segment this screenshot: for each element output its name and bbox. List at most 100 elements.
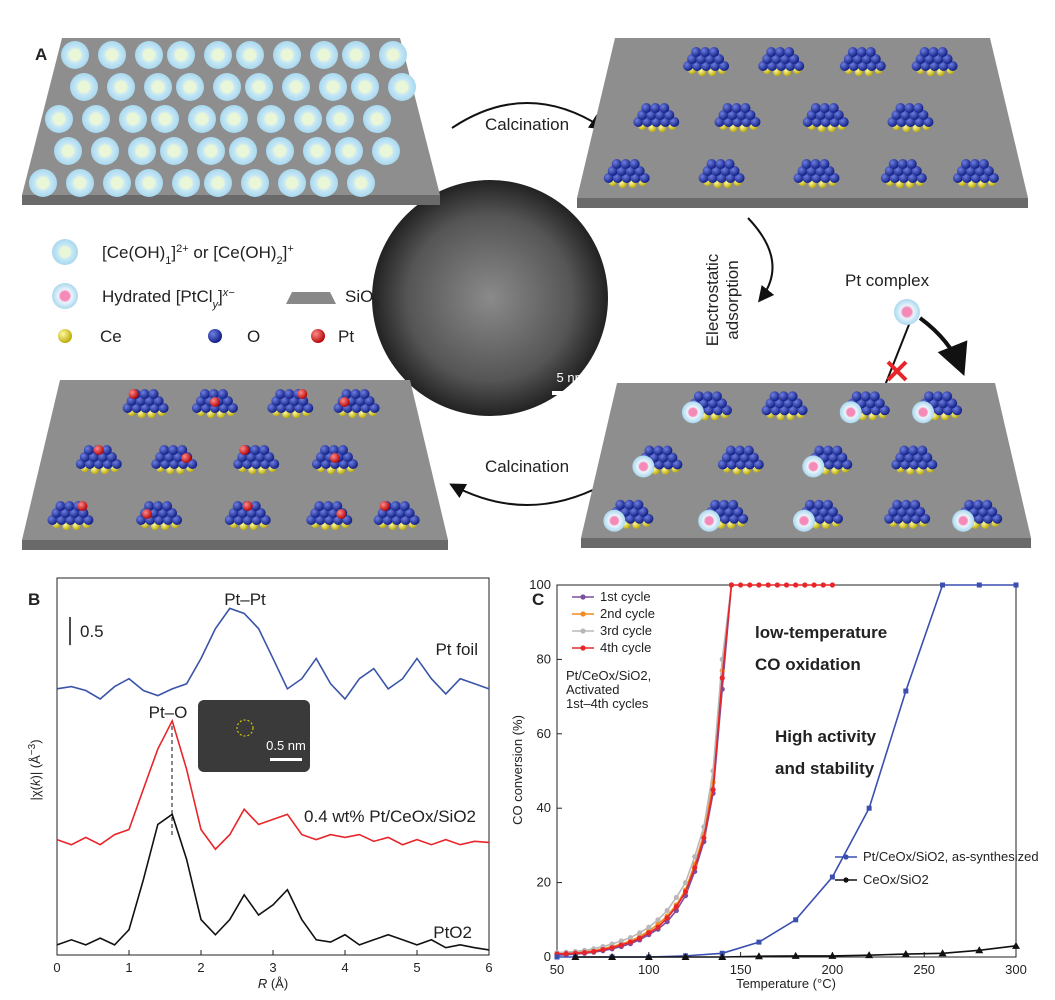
- halo: [363, 105, 391, 133]
- slab: [577, 38, 1028, 198]
- o-atom: [729, 166, 740, 176]
- o-atom: [162, 501, 173, 511]
- x-tick-label: 50: [550, 962, 564, 977]
- o-atom: [662, 445, 673, 456]
- o-atom: [947, 398, 958, 409]
- pt-complex: [792, 509, 815, 532]
- marker: [673, 894, 679, 901]
- annotation: Pt–O: [149, 703, 188, 722]
- cluster: [136, 501, 183, 530]
- cluster: [698, 159, 745, 188]
- annotation: low-temperature: [755, 623, 887, 642]
- o-atom: [702, 391, 713, 402]
- o-atom: [264, 452, 275, 462]
- o-atom: [897, 159, 908, 169]
- cluster: [333, 389, 380, 418]
- o-atom: [916, 173, 927, 183]
- cluster: [603, 159, 650, 188]
- halo: [257, 105, 285, 133]
- o-atom: [823, 445, 834, 456]
- o-atom: [904, 103, 915, 113]
- o-atom: [910, 499, 921, 510]
- legend-marker: [580, 611, 586, 617]
- o-atom: [259, 445, 270, 455]
- halo: [204, 41, 232, 69]
- halo: [347, 169, 375, 197]
- o-atom: [734, 445, 745, 456]
- o-atom: [208, 389, 219, 399]
- o-atom: [83, 445, 94, 455]
- halo: [29, 169, 57, 197]
- marker: [1012, 941, 1020, 949]
- o-atom: [908, 445, 919, 456]
- o-atom: [766, 47, 777, 57]
- annotation: Pt–Pt: [224, 590, 266, 609]
- marker: [793, 917, 799, 923]
- pt-complex: [802, 455, 825, 478]
- halo: [45, 105, 73, 133]
- o-atom: [341, 389, 352, 399]
- o-atom: [810, 103, 821, 113]
- o-atom: [988, 173, 999, 183]
- y-tick-label: 40: [537, 800, 551, 815]
- o-atom: [842, 459, 853, 470]
- x-tick-label: 250: [913, 962, 935, 977]
- marker: [637, 930, 643, 936]
- legend-label: 4th cycle: [600, 640, 651, 655]
- cluster: [952, 499, 1003, 532]
- halo: [236, 41, 264, 69]
- slab: [22, 380, 448, 540]
- panel-label: C: [532, 590, 544, 609]
- slab-side: [22, 540, 448, 550]
- cluster: [683, 47, 730, 76]
- cluster: [793, 159, 840, 188]
- marker: [637, 935, 643, 942]
- o-atom: [828, 103, 839, 113]
- o-atom: [810, 159, 821, 169]
- panel-label: A: [35, 45, 47, 64]
- legend-label: 2nd cycle: [600, 606, 655, 621]
- o-atom: [255, 508, 266, 518]
- marker: [802, 582, 808, 588]
- halo: [294, 105, 322, 133]
- o-atom: [992, 513, 1003, 524]
- panel-label: B: [28, 590, 40, 609]
- cluster: [224, 501, 271, 530]
- text: [Ce(OH): [102, 243, 165, 262]
- o-atom: [319, 445, 330, 455]
- o-atom: [750, 117, 761, 127]
- marker: [571, 953, 580, 960]
- o-atom: [920, 513, 931, 524]
- marker: [765, 582, 771, 588]
- o-atom: [347, 459, 358, 469]
- o-atom: [303, 403, 314, 413]
- cluster: [306, 501, 353, 530]
- o-atom: [359, 389, 370, 399]
- halo: [82, 105, 110, 133]
- marker: [719, 675, 725, 681]
- halo: [326, 105, 354, 133]
- arrow: [449, 483, 604, 506]
- o-atom: [404, 508, 415, 518]
- pt-atom: [239, 445, 250, 455]
- halo: [107, 73, 135, 101]
- o-atom: [838, 117, 849, 127]
- text: ]: [218, 287, 223, 306]
- halo: [98, 41, 126, 69]
- o-atom: [669, 117, 680, 127]
- cluster: [758, 47, 805, 76]
- pt-complex: [839, 401, 862, 424]
- o-atom: [710, 499, 721, 510]
- o-atom: [714, 54, 725, 64]
- halo: [176, 73, 204, 101]
- o-atom: [789, 54, 800, 64]
- y-tick-label: 20: [537, 875, 551, 890]
- text: or [Ce(OH): [189, 243, 277, 262]
- o-atom: [731, 103, 742, 113]
- o-atom: [55, 501, 66, 511]
- o-atom: [611, 159, 622, 169]
- o-atom: [947, 61, 958, 71]
- o-atom: [650, 103, 661, 113]
- cross: [886, 360, 908, 382]
- cluster: [761, 391, 808, 421]
